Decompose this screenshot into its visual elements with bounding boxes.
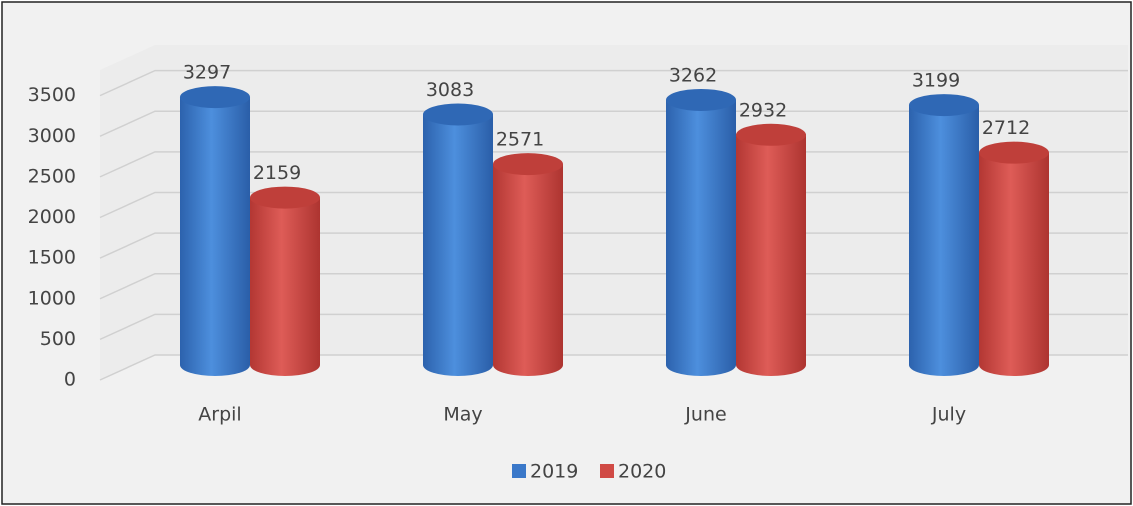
value-label: 2159 <box>253 162 301 184</box>
y-tick-label: 3500 <box>28 84 76 106</box>
bar-top <box>250 186 320 209</box>
bar <box>423 103 493 376</box>
bar <box>909 94 979 377</box>
bar-body <box>909 105 979 377</box>
bar-top <box>666 88 736 111</box>
x-tick-label: Arpil <box>198 404 241 426</box>
bar-top <box>979 141 1049 164</box>
value-label: 2571 <box>496 129 544 151</box>
y-tick-label: 1500 <box>28 247 76 269</box>
x-tick-label: May <box>443 404 482 426</box>
bar-body <box>736 134 806 376</box>
legend-swatch <box>600 464 614 478</box>
x-tick-label: July <box>931 404 966 426</box>
y-tick-label: 500 <box>40 328 76 350</box>
value-label: 2932 <box>739 99 787 121</box>
bar <box>666 88 736 377</box>
x-tick-label: June <box>684 404 726 426</box>
bar-body <box>979 152 1049 376</box>
value-label: 3297 <box>183 62 231 84</box>
bar-top <box>909 94 979 117</box>
value-label: 2712 <box>982 117 1030 139</box>
bar <box>736 123 806 376</box>
legend-label: 2019 <box>530 461 578 483</box>
bar <box>180 86 250 377</box>
bar-top <box>180 86 250 109</box>
legend-label: 2020 <box>618 461 666 483</box>
bar-body <box>666 99 736 377</box>
y-tick-label: 3000 <box>28 125 76 147</box>
bar <box>979 141 1049 376</box>
value-label: 3262 <box>669 64 717 86</box>
y-tick-label: 0 <box>64 369 76 391</box>
legend-swatch <box>512 464 526 478</box>
grid-line <box>99 69 1128 97</box>
bar-body <box>250 197 320 376</box>
bar-top <box>736 123 806 146</box>
bar-top <box>493 153 563 176</box>
bar-body <box>423 114 493 376</box>
y-tick-label: 2500 <box>28 165 76 187</box>
plot-area <box>100 45 1128 380</box>
value-label: 3083 <box>426 79 474 101</box>
bar-body <box>493 164 563 376</box>
bar <box>493 153 563 376</box>
bar-body <box>180 97 250 377</box>
bar-top <box>423 103 493 126</box>
value-label: 3199 <box>912 70 960 92</box>
grid-line <box>99 110 1128 137</box>
y-tick-label: 2000 <box>28 206 76 228</box>
bar <box>250 186 320 376</box>
y-tick-label: 1000 <box>28 287 76 309</box>
